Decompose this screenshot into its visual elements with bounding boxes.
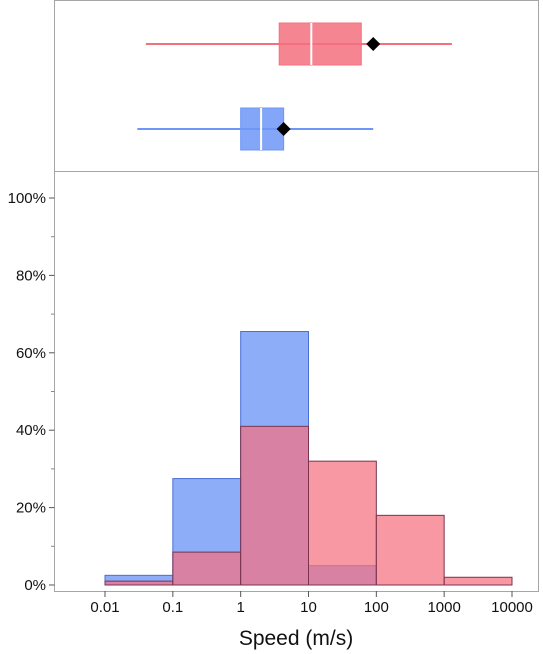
y-tick-label: 60% [16,345,46,362]
axes-group: 0.01 0.1 1 10 100 1000 10000 0% 20% 40% 60% 80% 100% [8,190,533,616]
y-tick-label: 80% [16,267,46,284]
histogram-bars-group [104,331,513,586]
y-tick-label: 40% [16,422,46,439]
x-tick-label: 10000 [491,599,533,616]
y-tick-label: 20% [16,500,46,517]
boxplot-mean-marker-red [366,37,381,51]
boxplots-group [137,22,452,151]
histogram-bar-red [240,425,310,586]
boxplot-box-blue [240,107,285,151]
x-tick-label: 10 [300,599,317,616]
boxplot-mean-marker-blue [276,122,291,136]
histogram-bar-red [443,576,513,586]
histogram-bar-red [172,551,242,586]
y-tick-label: 0% [24,577,46,594]
x-tick-label: 100 [364,599,389,616]
histogram-bar-red [104,580,174,586]
histogram-bar-red [375,514,445,586]
y-tick-label: 100% [8,190,46,207]
boxplot-box-red [278,22,362,66]
histogram-plot-frame [54,171,539,592]
x-tick-label: 1000 [427,599,460,616]
histogram-bar-red [308,460,377,586]
x-axis-title: Speed (m/s) [239,627,353,650]
x-tick-label: 1 [236,599,244,616]
x-tick-label: 0.01 [90,599,119,616]
x-tick-label: 0.1 [162,599,183,616]
